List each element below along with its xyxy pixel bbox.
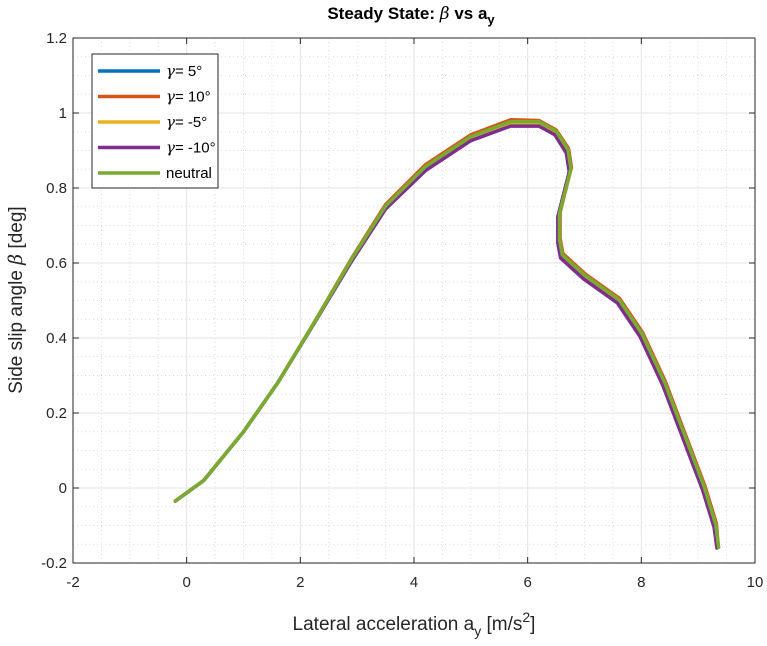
series-line-2 <box>173 121 720 548</box>
x-tick-label: 6 <box>523 574 531 591</box>
legend-label-1: γ= 10° <box>166 88 211 106</box>
x-axis-label: Lateral acceleration ay [m/s2] <box>293 609 536 639</box>
y-tick-label: 0.6 <box>46 255 67 272</box>
y-tick-label: 0.4 <box>46 330 67 347</box>
y-tick-label: 1.2 <box>46 30 67 47</box>
series-layer <box>173 118 721 550</box>
x-tick-label: -2 <box>66 574 79 591</box>
x-tick-label: 0 <box>182 574 190 591</box>
legend: γ= 5° γ= 10° γ= -5° γ= -10° neutral <box>91 53 219 189</box>
legend-label-3: γ= -10° <box>166 139 216 157</box>
x-tick-label: 4 <box>410 574 418 591</box>
series-line-3 <box>173 124 719 550</box>
x-tick-label: 2 <box>296 574 304 591</box>
legend-label-4: neutral <box>166 165 212 182</box>
x-axis-ticks: -2 0 2 4 6 8 10 <box>66 38 763 591</box>
x-tick-label: 8 <box>637 574 645 591</box>
y-axis-label: Side slip angle β [deg] <box>5 206 27 393</box>
legend-label-2: γ= -5° <box>166 113 207 131</box>
y-tick-label: 1 <box>59 105 67 122</box>
y-axis-ticks: -0.2 0 0.2 0.4 0.6 0.8 1 1.2 <box>41 30 755 572</box>
y-tick-label: -0.2 <box>41 555 67 572</box>
series-line-4 <box>173 119 721 550</box>
chart-title: Steady State: β vs ay <box>327 4 495 27</box>
x-tick-label: 10 <box>747 574 764 591</box>
legend-label-0: γ= 5° <box>166 62 202 80</box>
y-tick-label: 0 <box>59 480 67 497</box>
y-tick-label: 0.8 <box>46 180 67 197</box>
y-tick-label: 0.2 <box>46 405 67 422</box>
